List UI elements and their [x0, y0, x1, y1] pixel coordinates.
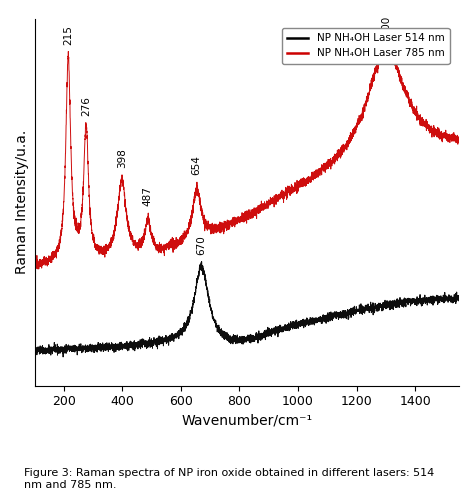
Text: 1300: 1300: [381, 14, 391, 40]
Text: 487: 487: [143, 186, 153, 206]
Text: 670: 670: [196, 235, 206, 255]
Text: 215: 215: [63, 25, 73, 45]
Legend: NP NH₄OH Laser 514 nm, NP NH₄OH Laser 785 nm: NP NH₄OH Laser 514 nm, NP NH₄OH Laser 78…: [282, 28, 449, 63]
Text: Figure 3: Raman spectra of NP iron oxide obtained in different lasers: 514
nm an: Figure 3: Raman spectra of NP iron oxide…: [24, 468, 434, 490]
X-axis label: Wavenumber/cm⁻¹: Wavenumber/cm⁻¹: [181, 414, 312, 428]
Text: 398: 398: [117, 148, 127, 168]
Text: 654: 654: [191, 155, 202, 176]
Text: 276: 276: [81, 96, 91, 116]
Y-axis label: Raman Intensity/u.a.: Raman Intensity/u.a.: [15, 130, 29, 275]
